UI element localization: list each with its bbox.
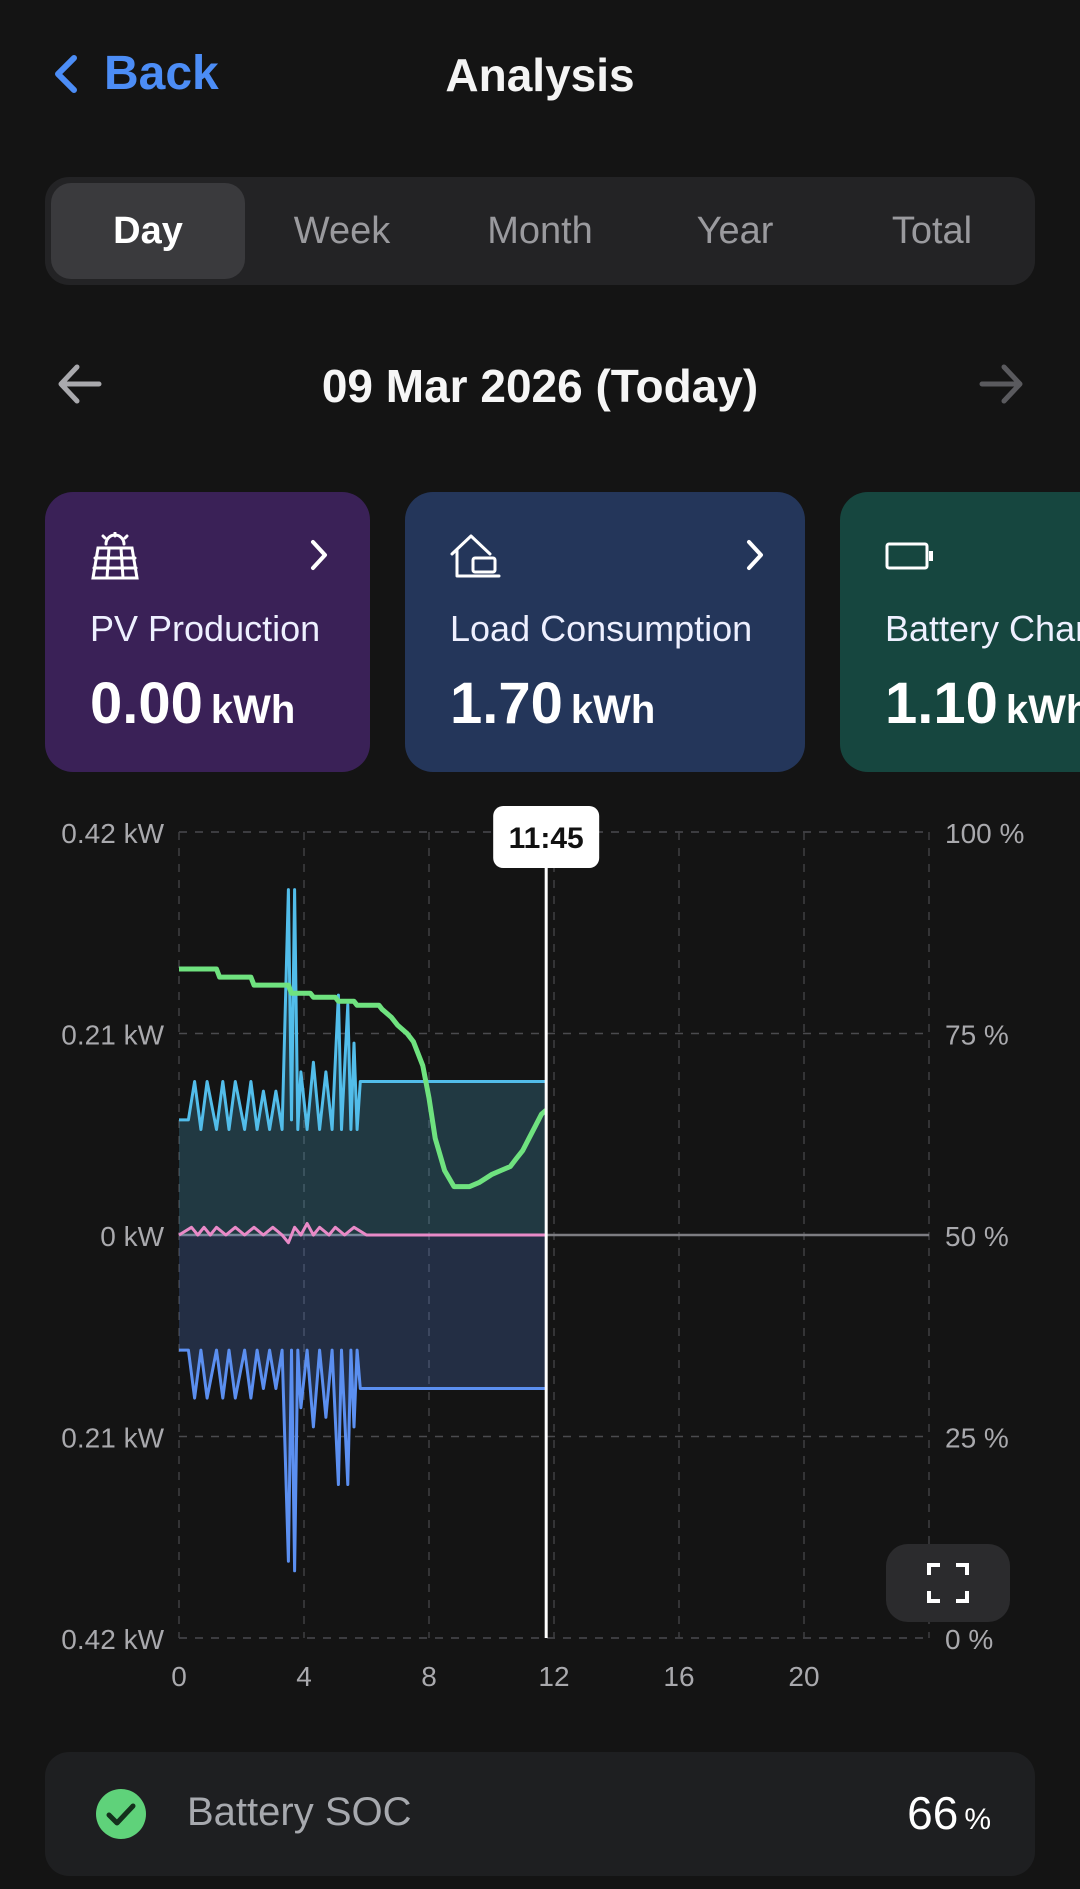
battery-soc-unit: % [964,1803,991,1836]
left-axis-tick-label: 0.21 kW [61,1423,164,1454]
card-value: 0.00 kWh [90,670,295,737]
power-chart[interactable]: 0.42 kW 0.21 kW 0 kW 0.21 kW 0.42 kW 100 % 75 … [0,800,1080,1700]
tab-total[interactable]: Total [891,209,973,252]
card-value-number: 0.00 [90,671,203,736]
card-value: 1.70 kWh [450,670,655,737]
fullscreen-button[interactable] [886,1544,1010,1622]
battery-soc-row[interactable]: Battery SOC 66% [45,1752,1035,1876]
battery-soc-number: 66 [907,1787,959,1839]
battery-icon [885,542,933,570]
back-button[interactable]: Back [50,46,219,101]
page-title: Analysis [445,49,635,101]
right-axis-tick-label: 75 % [945,1020,1009,1051]
tab-day[interactable]: Day [51,183,245,279]
card-label: Load Consumption [450,608,753,649]
time-cursor-label: 11:45 [509,822,584,855]
x-axis-tick-label: 8 [421,1661,437,1692]
left-axis-tick-label: 0.42 kW [61,1624,164,1655]
date-navigator: 09 Mar 2026 (Today) [0,345,1080,425]
card-label: Battery Char [885,608,1080,649]
tab-week[interactable]: Week [293,209,391,252]
pv-production-card[interactable]: PV Production 0.00 kWh [45,492,370,772]
series-area-1 [179,1235,547,1571]
card-label: PV Production [90,608,321,649]
chevron-right-icon [311,540,327,570]
fullscreen-icon [927,1563,969,1603]
card-value-unit: kWh [1005,688,1080,732]
home-load-icon [450,534,501,578]
previous-day-arrow-icon[interactable] [55,361,105,407]
tab-month[interactable]: Month [487,209,593,252]
period-tabs: Day Week Month Year Total [45,177,1035,285]
right-axis-tick-label: 50 % [945,1221,1009,1252]
load-consumption-card[interactable]: Load Consumption 1.70 kWh [405,492,805,772]
tab-year[interactable]: Year [696,209,774,252]
left-axis-tick-label: 0.21 kW [61,1020,164,1051]
x-axis-tick-label: 4 [296,1661,312,1692]
chevron-right-icon [747,540,763,570]
next-day-arrow-icon[interactable] [976,361,1026,407]
left-axis-tick-label: 0 kW [100,1221,164,1252]
power-chart-svg: 0.42 kW 0.21 kW 0 kW 0.21 kW 0.42 kW 100 % 75 … [61,806,1024,1692]
header: Back Analysis [0,0,1080,160]
series-line-0 [179,888,547,1131]
series-line-2 [178,1222,547,1245]
back-label: Back [104,47,219,100]
time-cursor-badge [493,806,600,868]
series-line-1 [179,1348,547,1573]
chevron-left-icon [55,54,77,93]
x-axis-tick-label: 20 [788,1661,819,1692]
series-area-0 [179,889,547,1235]
summary-cards: PV Production 0.00 kWh Load Consumption 1… [0,492,1080,772]
check-circle-icon [96,1789,146,1839]
solar-panel-icon [91,532,139,580]
right-axis-tick-label: 100 % [945,818,1024,849]
x-axis-tick-label: 0 [171,1661,187,1692]
series-line-3 [179,966,548,1190]
battery-charge-card[interactable]: Battery Char 1.10 kWh [840,492,1080,772]
left-axis-tick-label: 0.42 kW [61,818,164,849]
right-axis-tick-label: 0 % [945,1624,993,1655]
battery-soc-value: 66% [907,1786,991,1840]
card-value-number: 1.10 [885,671,998,736]
x-axis-tick-label: 16 [663,1661,694,1692]
date-label: 09 Mar 2026 (Today) [321,360,759,412]
card-value-number: 1.70 [450,671,563,736]
card-value-unit: kWh [210,688,296,732]
card-value: 1.10 kWh [885,670,1080,737]
right-axis-tick-label: 25 % [945,1423,1009,1454]
card-value-unit: kWh [570,688,656,732]
battery-soc-label: Battery SOC [187,1790,412,1834]
x-axis-tick-label: 12 [538,1661,569,1692]
